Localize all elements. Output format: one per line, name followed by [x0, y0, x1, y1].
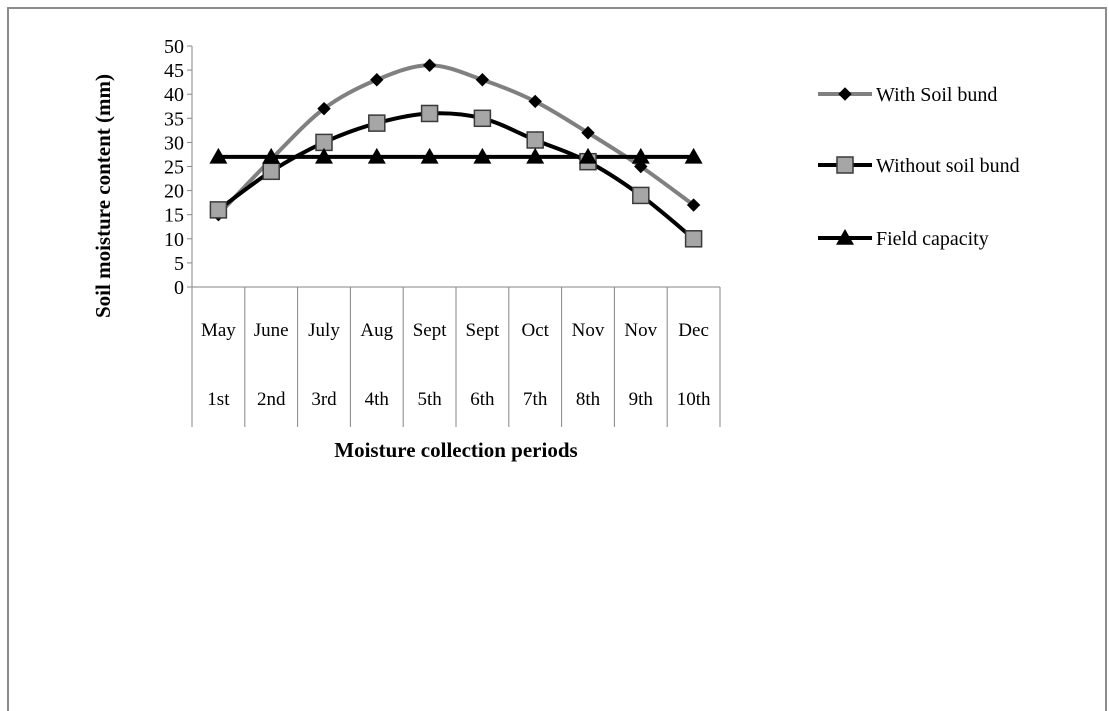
y-tick-label: 25	[164, 157, 184, 179]
x-tick-label-month: Oct	[521, 320, 549, 341]
legend: With Soil bund Without soil bund Field cap…	[818, 84, 1020, 250]
legend-label: Field capacity	[876, 228, 989, 250]
y-tick-label: 10	[164, 229, 184, 251]
x-axis-label: Moisture collection periods	[334, 438, 577, 462]
data-point-diamond	[370, 73, 384, 87]
y-tick-label: 0	[174, 277, 184, 299]
data-point-square	[209, 201, 228, 219]
series-line-square	[217, 111, 695, 241]
x-tick-label-month: July	[308, 320, 340, 341]
x-tick-label-period: 10th	[677, 389, 711, 410]
data-point-diamond	[581, 126, 595, 140]
legend-marker-triangle	[836, 229, 854, 245]
data-point-triangle	[209, 147, 228, 164]
data-point-diamond	[317, 101, 331, 116]
x-tick-label-period: 3rd	[311, 389, 337, 410]
data-point-square	[684, 230, 703, 248]
data-point-triangle	[526, 147, 545, 164]
data-point-triangle	[367, 147, 386, 164]
x-tick-label-period: 5th	[417, 389, 442, 410]
x-tick-label-period: 8th	[576, 389, 601, 410]
x-category-table: May June July Aug Sept Sept Oct Nov Nov Dec 1st 2nd…	[191, 287, 721, 427]
y-tick-label: 45	[164, 60, 184, 82]
x-tick-label-month: June	[254, 320, 289, 341]
y-tick-label: 20	[164, 181, 184, 203]
x-tick-label-month: Aug	[360, 320, 393, 341]
x-tick-label-period: 6th	[470, 389, 495, 410]
data-point-square	[420, 104, 439, 123]
data-point-diamond	[528, 94, 542, 109]
x-tick-label-period: 9th	[629, 389, 654, 410]
data-point-diamond	[422, 58, 437, 72]
data-point-square	[368, 114, 386, 132]
data-point-square	[632, 186, 650, 205]
data-point-triangle	[420, 147, 439, 164]
data-point-diamond	[686, 198, 701, 212]
y-tick-label: 50	[164, 36, 184, 58]
data-point-square	[473, 109, 492, 128]
x-tick-label-month: Sept	[413, 320, 448, 341]
data-point-triangle	[262, 147, 281, 164]
data-point-triangle	[315, 147, 333, 164]
y-tick-label: 5	[174, 253, 184, 275]
chart-frame	[7, 7, 1107, 711]
data-point-triangle	[579, 147, 597, 164]
x-tick-label-month: May	[201, 320, 236, 341]
x-tick-label-period: 7th	[523, 389, 548, 410]
data-point-triangle	[473, 147, 492, 164]
y-tick-label: 35	[164, 108, 184, 130]
legend-marker-square	[836, 156, 854, 174]
x-tick-label-period: 1st	[207, 389, 230, 410]
legend-label: With Soil bund	[876, 84, 997, 106]
x-tick-label-period: 2nd	[257, 389, 286, 410]
y-tick-label: 40	[164, 84, 184, 106]
series-line-diamond	[216, 63, 695, 217]
x-tick-label-month: Nov	[572, 320, 605, 341]
series-lines	[216, 63, 695, 241]
data-point-triangle	[631, 147, 650, 164]
data-point-square	[526, 131, 544, 149]
x-tick-label-month: Dec	[678, 320, 709, 341]
data-point-triangle	[684, 147, 703, 164]
data-point-diamond	[475, 73, 490, 87]
x-tick-label-month: Nov	[624, 320, 657, 341]
y-tick-label: 15	[164, 205, 184, 227]
x-tick-label-month: Sept	[466, 320, 501, 341]
series-markers	[209, 58, 703, 248]
legend-label: Without soil bund	[876, 155, 1020, 177]
y-axis-label: Soil moisture content (mm)	[91, 74, 115, 318]
data-point-square	[262, 162, 280, 181]
y-tick-label: 30	[164, 132, 184, 154]
legend-marker-diamond	[838, 87, 852, 101]
x-tick-label-period: 4th	[365, 389, 390, 410]
